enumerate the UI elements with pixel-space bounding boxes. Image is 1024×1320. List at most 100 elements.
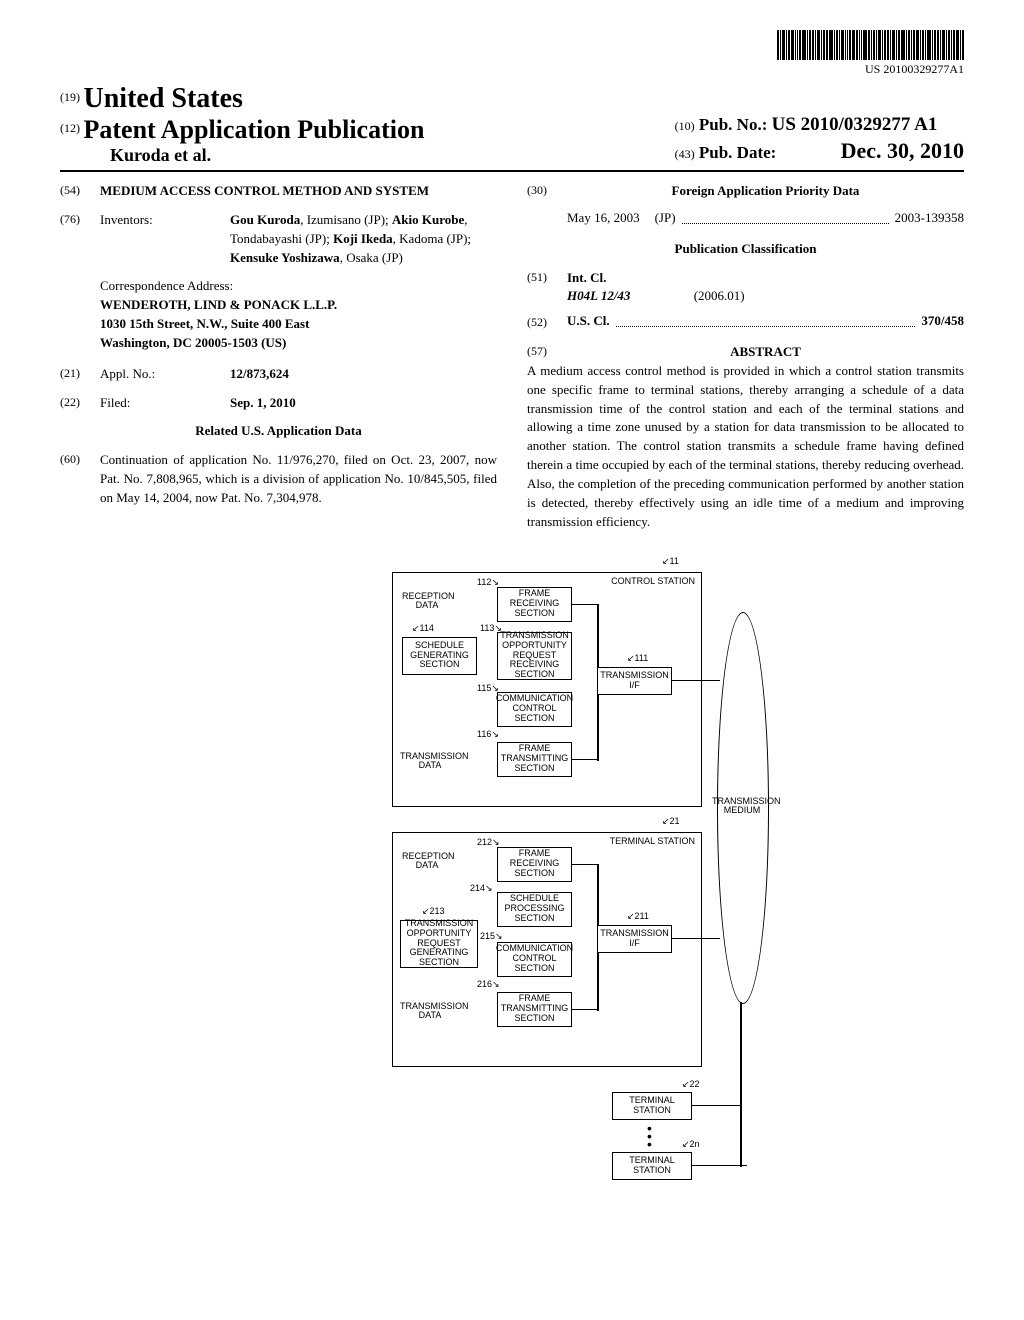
barcode-text: US 20100329277A1 — [777, 62, 964, 77]
schedule-gen: SCHEDULE GENERATING SECTION — [402, 637, 477, 675]
frame-recv-cs: FRAME RECEIVING SECTION — [497, 587, 572, 622]
ref-11: ↙11 — [662, 557, 679, 567]
dotted-leader-2 — [616, 326, 916, 327]
ref-216: 216↘ — [477, 980, 500, 990]
header: (19) United States (12) Patent Applicati… — [60, 83, 964, 172]
left-column: (54) MEDIUM ACCESS CONTROL METHOD AND SY… — [60, 182, 497, 532]
filed-code: (22) — [60, 394, 100, 413]
pubtype-code: (12) — [60, 121, 80, 135]
country-code: (19) — [60, 90, 80, 104]
inventors-code: (76) — [60, 211, 100, 268]
biblio-columns: (54) MEDIUM ACCESS CONTROL METHOD AND SY… — [60, 182, 964, 532]
txop-req-gen: TRANSMISSION OPPORTUNITY REQUEST GENERAT… — [400, 920, 478, 968]
ref-2n: ↙2n — [682, 1140, 700, 1150]
invention-title: MEDIUM ACCESS CONTROL METHOD AND SYSTEM — [100, 182, 497, 201]
line-22-medium — [692, 1105, 740, 1107]
reception-data-ts: RECEPTION DATA — [402, 852, 452, 872]
frame-tx-ts: FRAME TRANSMITTING SECTION — [497, 992, 572, 1027]
intcl-code: (51) — [527, 269, 567, 307]
ref-211: ↙211 — [627, 912, 649, 922]
terminal-22: TERMINAL STATION — [612, 1092, 692, 1120]
header-authors: Kuroda et al. — [110, 145, 424, 166]
country: United States — [84, 83, 243, 114]
foreign-title: Foreign Application Priority Data — [567, 182, 964, 201]
ref-215: 215↘ — [480, 932, 503, 942]
intcl-label: Int. Cl. — [567, 269, 745, 288]
comm-ctrl-cs: COMMUNICATION CONTROL SECTION — [497, 692, 572, 727]
pubno-label: Pub. No.: — [699, 115, 767, 134]
barcode-block: US 20100329277A1 — [60, 30, 964, 78]
appl-label: Appl. No.: — [100, 365, 230, 384]
uscl-val: 370/458 — [921, 312, 964, 331]
txop-req-recv: TRANSMISSION OPPORTUNITY REQUEST RECEIVI… — [497, 632, 572, 680]
line-txif-vert-cs — [597, 604, 599, 667]
line-2n-medium — [692, 1165, 747, 1167]
corr-addr1: 1030 15th Street, N.W., Suite 400 East — [100, 315, 497, 334]
line-txif-vert-ts — [597, 864, 599, 925]
foreign-code: (30) — [527, 182, 567, 201]
ref-116: 116↘ — [477, 730, 499, 740]
pub-type: Patent Application Publication — [84, 115, 425, 144]
correspondence: Correspondence Address: WENDEROTH, LIND … — [100, 277, 497, 352]
corr-addr2: Washington, DC 20005-1503 (US) — [100, 334, 497, 353]
line-txif-frt-cs — [572, 759, 597, 761]
filed-label: Filed: — [100, 394, 230, 413]
intcl-val: H04L 12/43 — [567, 288, 630, 303]
ref-214: 214↘ — [470, 884, 493, 894]
ref-213: ↙213 — [422, 907, 445, 917]
intcl-year: (2006.01) — [694, 288, 745, 303]
ref-114: ↙114 — [412, 624, 434, 634]
dotted-leader — [682, 223, 889, 224]
tx-if-ts: TRANSMISSION I/F — [597, 925, 672, 953]
ref-112: 112↘ — [477, 578, 499, 588]
inventors: Gou Kuroda, Izumisano (JP); Akio Kurobe,… — [230, 211, 497, 268]
abstract-title: ABSTRACT — [567, 343, 964, 362]
pubdate-code: (43) — [675, 147, 695, 161]
tx-data-cs: TRANSMISSION DATA — [400, 752, 460, 772]
pubno: US 2010/0329277 A1 — [772, 114, 938, 135]
pubclass-title: Publication Classification — [527, 240, 964, 259]
related-text: Continuation of application No. 11/976,2… — [100, 451, 497, 508]
filed-date: Sep. 1, 2010 — [230, 394, 497, 413]
frame-recv-ts: FRAME RECEIVING SECTION — [497, 847, 572, 882]
ref-115: 115↘ — [477, 684, 499, 694]
dots: ••• — [647, 1124, 652, 1149]
header-left: (19) United States (12) Patent Applicati… — [60, 83, 424, 166]
line-txif-vert2-ts — [597, 953, 599, 1011]
comm-ctrl-ts: COMMUNICATION CONTROL SECTION — [497, 942, 572, 977]
line-medium-vert — [740, 1002, 742, 1167]
barcode-bars — [777, 30, 964, 60]
uscl-code: (52) — [527, 314, 567, 331]
reception-data-cs: RECEPTION DATA — [402, 592, 452, 612]
pubdate: Dec. 30, 2010 — [841, 138, 964, 163]
block-diagram: CONTROL STATION ↙11 RECEPTION DATA 112↘ … — [252, 562, 772, 1182]
line-txif-frr-cs — [572, 604, 597, 606]
foreign-date: May 16, 2003 — [567, 209, 640, 228]
foreign-no: 2003-139358 — [895, 209, 964, 228]
patent-page: US 20100329277A1 (19) United States (12)… — [0, 0, 1024, 1202]
ref-111: ↙111 — [627, 654, 648, 664]
header-right: (10) Pub. No.: US 2010/0329277 A1 (43) P… — [675, 112, 964, 166]
corr-label: Correspondence Address: — [100, 277, 497, 296]
ref-21: ↙21 — [662, 817, 680, 827]
frame-tx-cs: FRAME TRANSMITTING SECTION — [497, 742, 572, 777]
control-station-label: CONTROL STATION — [611, 576, 695, 586]
tx-medium-label: TRANSMISSION MEDIUM — [712, 797, 772, 817]
appl-no: 12/873,624 — [230, 365, 497, 384]
inventors-label: Inventors: — [100, 211, 230, 268]
right-column: (30) Foreign Application Priority Data M… — [527, 182, 964, 532]
barcode: US 20100329277A1 — [777, 30, 964, 77]
line-txif-frt-ts — [572, 1009, 597, 1011]
pubno-code: (10) — [675, 119, 695, 133]
appl-code: (21) — [60, 365, 100, 384]
schedule-proc: SCHEDULE PROCESSING SECTION — [497, 892, 572, 927]
uscl-label: U.S. Cl. — [567, 312, 610, 331]
line-txif-vert2-cs — [597, 695, 599, 761]
abstract-code: (57) — [527, 343, 567, 362]
tx-data-ts: TRANSMISSION DATA — [400, 1002, 460, 1022]
tx-if-cs: TRANSMISSION I/F — [597, 667, 672, 695]
related-title: Related U.S. Application Data — [60, 422, 497, 441]
foreign-cc: (JP) — [655, 209, 676, 228]
line-ts-medium — [672, 938, 720, 940]
ref-22: ↙22 — [682, 1080, 700, 1090]
